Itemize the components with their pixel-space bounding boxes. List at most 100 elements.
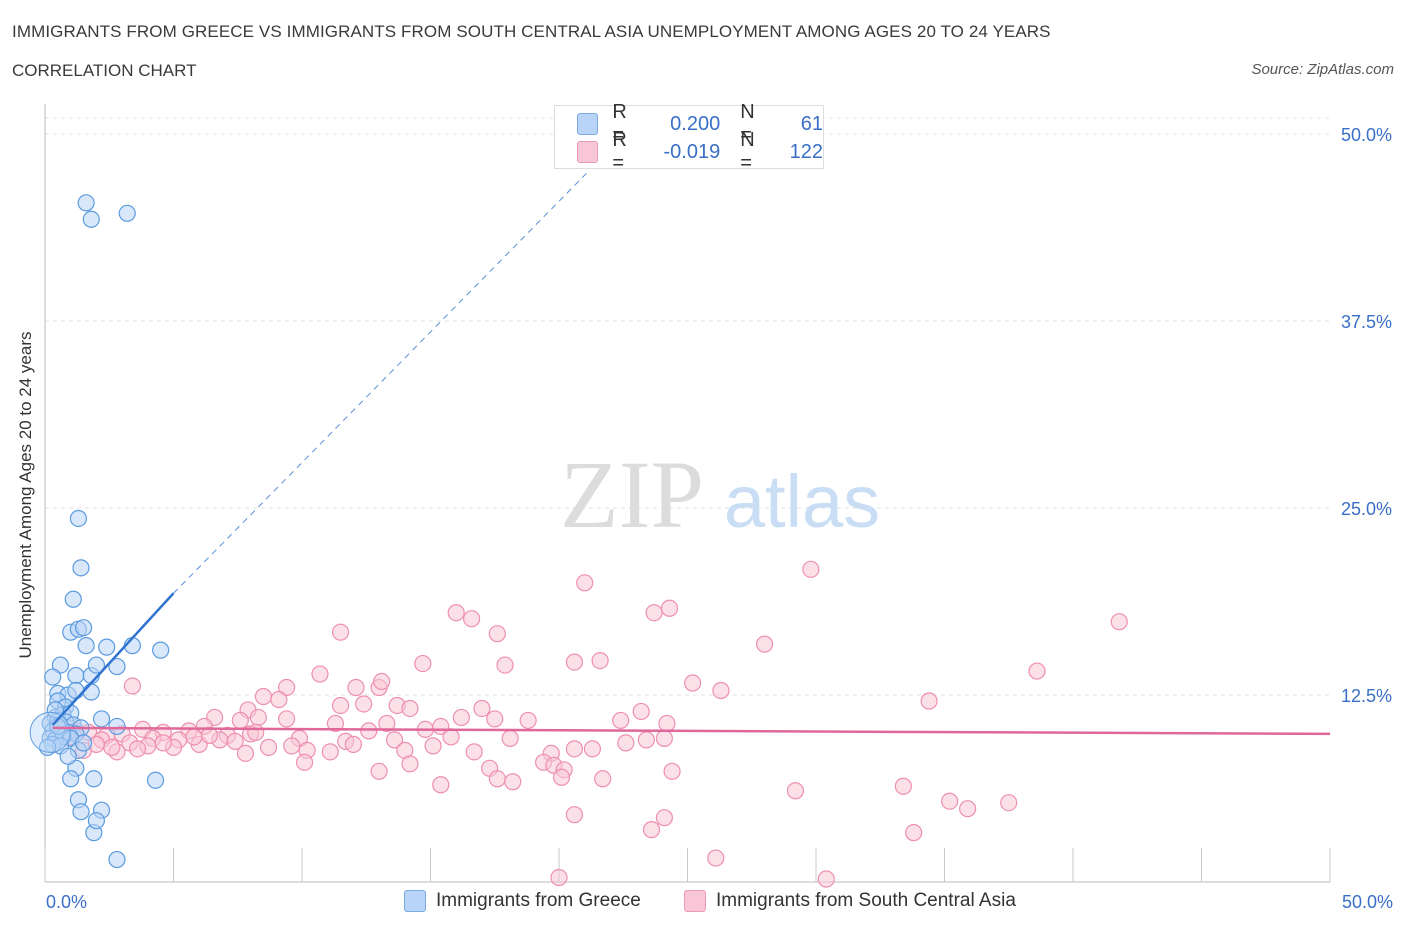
pink-point-18 bbox=[373, 672, 391, 691]
blue-point-48 bbox=[85, 770, 103, 788]
pink-point-9 bbox=[755, 635, 774, 653]
legend-blue-n: 61 bbox=[800, 112, 823, 135]
y-axis-label: Unemployment Among Ages 20 to 24 years bbox=[16, 331, 35, 659]
pink-point-107 bbox=[905, 824, 923, 842]
legend-swatch-blue bbox=[577, 113, 599, 135]
series-swatch-blue bbox=[404, 890, 426, 912]
blue-point-18 bbox=[44, 668, 62, 686]
pink-point-87 bbox=[401, 755, 419, 773]
blue-point-10 bbox=[98, 638, 116, 656]
blue-point-59 bbox=[92, 710, 111, 728]
pink-point-14 bbox=[1028, 662, 1046, 680]
legend-r-key: R = bbox=[612, 101, 627, 146]
pink-point-102 bbox=[1000, 794, 1018, 812]
pink-point-33 bbox=[231, 711, 249, 730]
pink-point-94 bbox=[488, 770, 506, 788]
pink-point-8 bbox=[331, 623, 350, 641]
pink-point-26 bbox=[249, 708, 267, 727]
y-tick-label-1: 25.0% bbox=[1341, 499, 1392, 519]
grid-layer bbox=[45, 117, 1330, 696]
pink-point-42 bbox=[920, 692, 938, 710]
pink-series-points bbox=[62, 560, 1128, 888]
pink-trend-line bbox=[52, 726, 1331, 736]
blue-point-54 bbox=[108, 850, 126, 869]
pink-point-95 bbox=[504, 773, 522, 791]
pink-point-92 bbox=[663, 762, 681, 780]
blue-point-13 bbox=[51, 656, 70, 674]
pink-point-117 bbox=[200, 726, 219, 744]
series-legend: Immigrants from Greece Immigrants from S… bbox=[0, 890, 1406, 916]
pink-point-1 bbox=[802, 560, 820, 578]
chart-subtitle: CORRELATION CHART bbox=[12, 61, 197, 80]
pink-point-60 bbox=[385, 731, 404, 749]
blue-point-22 bbox=[82, 683, 100, 701]
blue-point-17 bbox=[108, 657, 126, 676]
x-tick-label-0: 0.0% bbox=[46, 892, 87, 912]
pink-point-114 bbox=[128, 740, 147, 758]
y-tick-label-3: 50.0% bbox=[1341, 125, 1392, 145]
trend-lines bbox=[51, 169, 1331, 736]
blue-point-12 bbox=[152, 641, 170, 659]
pink-point-16 bbox=[347, 678, 365, 697]
pink-point-20 bbox=[684, 674, 702, 692]
pink-point-74 bbox=[344, 735, 362, 753]
pink-point-104 bbox=[565, 806, 584, 824]
blue-point-45 bbox=[108, 717, 126, 736]
blue-point-1 bbox=[82, 210, 100, 228]
blue-point-4 bbox=[72, 559, 90, 577]
blue-point-55 bbox=[87, 812, 106, 830]
blue-point-5 bbox=[64, 590, 82, 608]
pink-point-22 bbox=[632, 702, 650, 721]
pink-point-2 bbox=[660, 599, 679, 617]
pink-point-37 bbox=[486, 710, 504, 728]
pink-point-80 bbox=[617, 734, 635, 752]
pink-point-73 bbox=[321, 743, 339, 761]
pink-point-113 bbox=[103, 738, 121, 756]
y-tick-label-0: 12.5% bbox=[1341, 686, 1392, 706]
pink-point-12 bbox=[414, 654, 432, 673]
series-label-blue: Immigrants from Greece bbox=[436, 890, 641, 911]
watermark-zip: ZIP bbox=[560, 441, 704, 548]
pink-point-93 bbox=[370, 762, 388, 780]
stats-legend: R = 0.200 N = 61 R = -0.019 N = 122 bbox=[554, 101, 824, 174]
pink-point-57 bbox=[226, 732, 244, 750]
pink-point-6 bbox=[1110, 613, 1128, 631]
series-legend-blue: Immigrants from Greece bbox=[404, 890, 641, 912]
blue-point-47 bbox=[62, 770, 80, 788]
blue-point-14 bbox=[67, 666, 85, 685]
pink-point-103 bbox=[959, 800, 977, 818]
pink-point-28 bbox=[355, 695, 373, 713]
pink-point-97 bbox=[594, 770, 612, 788]
pink-point-31 bbox=[473, 699, 491, 718]
pink-point-11 bbox=[565, 653, 584, 671]
blue-point-0 bbox=[77, 194, 95, 212]
pink-point-40 bbox=[658, 714, 676, 733]
pink-point-36 bbox=[452, 708, 470, 727]
blue-cluster-bubble bbox=[29, 711, 71, 753]
pink-point-86 bbox=[295, 753, 314, 771]
pink-point-38 bbox=[519, 711, 537, 730]
blue-point-60 bbox=[46, 701, 64, 719]
blue-point-51 bbox=[72, 803, 90, 821]
pink-point-78 bbox=[565, 740, 584, 758]
blue-point-8 bbox=[74, 619, 93, 637]
blue-point-57 bbox=[74, 734, 93, 752]
pink-point-5 bbox=[463, 610, 481, 628]
legend-n-key: N = bbox=[740, 129, 755, 174]
series-label-pink: Immigrants from South Central Asia bbox=[716, 890, 1016, 911]
pink-point-85 bbox=[236, 744, 255, 762]
pink-point-100 bbox=[894, 777, 912, 795]
pink-point-30 bbox=[401, 699, 419, 718]
blue-point-49 bbox=[146, 771, 165, 789]
pink-point-101 bbox=[941, 792, 959, 810]
pink-point-76 bbox=[465, 743, 483, 761]
pink-point-119 bbox=[326, 714, 345, 733]
blue-point-16 bbox=[87, 656, 106, 674]
series-legend-pink: Immigrants from South Central Asia bbox=[684, 890, 1016, 912]
blue-point-21 bbox=[67, 681, 85, 700]
blue-trend-extension bbox=[173, 169, 591, 594]
legend-row-blue: R = 0.200 N = 61 bbox=[577, 101, 823, 146]
pink-point-62 bbox=[501, 729, 519, 747]
pink-point-71 bbox=[283, 737, 301, 755]
